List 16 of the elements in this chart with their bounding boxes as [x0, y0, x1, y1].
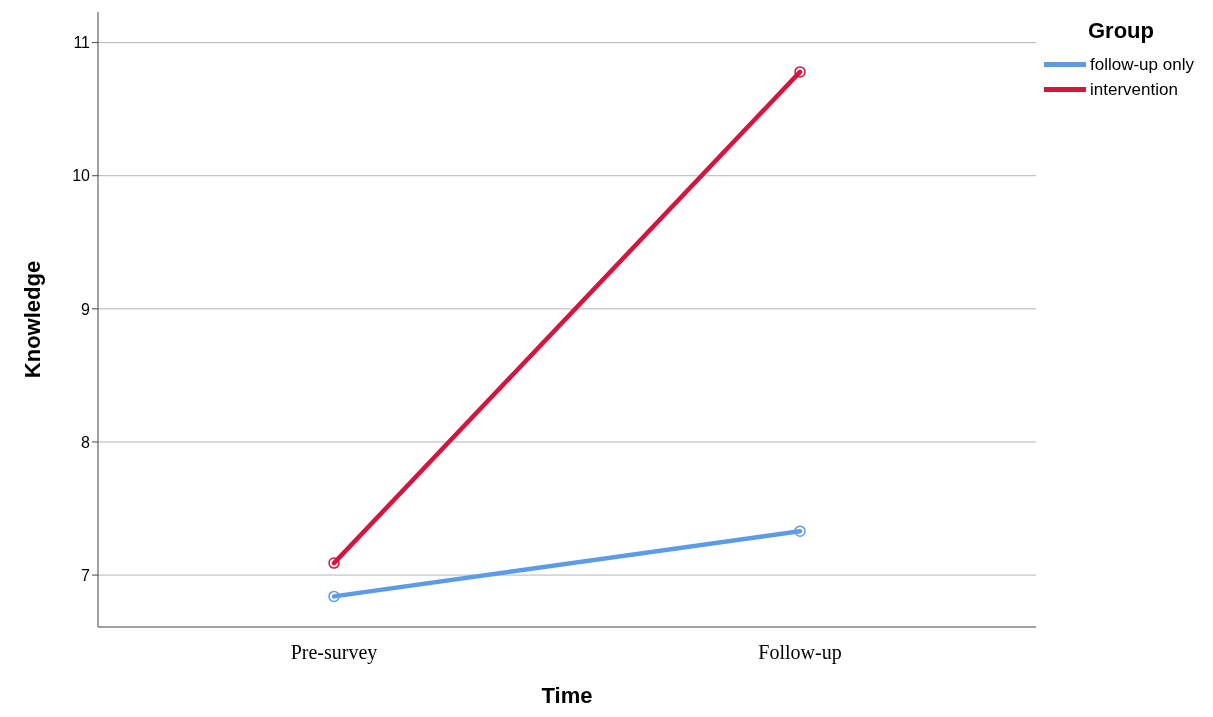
y-tick-label: 10 [72, 167, 91, 185]
x-tick-label: Pre-survey [290, 641, 378, 665]
legend-label: follow-up only [1090, 54, 1194, 75]
y-tick-label: 11 [73, 34, 91, 52]
y-tick-label: 7 [81, 566, 91, 584]
legend-title: Group [1088, 18, 1155, 44]
y-tick-label: 8 [81, 433, 91, 451]
y-tick-label: 9 [81, 300, 91, 318]
point [794, 66, 806, 78]
x-tick-label: Follow-up [758, 641, 842, 665]
point [794, 525, 806, 537]
legend-label: intervention [1090, 79, 1178, 100]
point [328, 590, 340, 603]
x-axis-title: Time [541, 683, 593, 708]
point [328, 557, 340, 569]
y-axis-title: Knowledge [19, 260, 45, 379]
